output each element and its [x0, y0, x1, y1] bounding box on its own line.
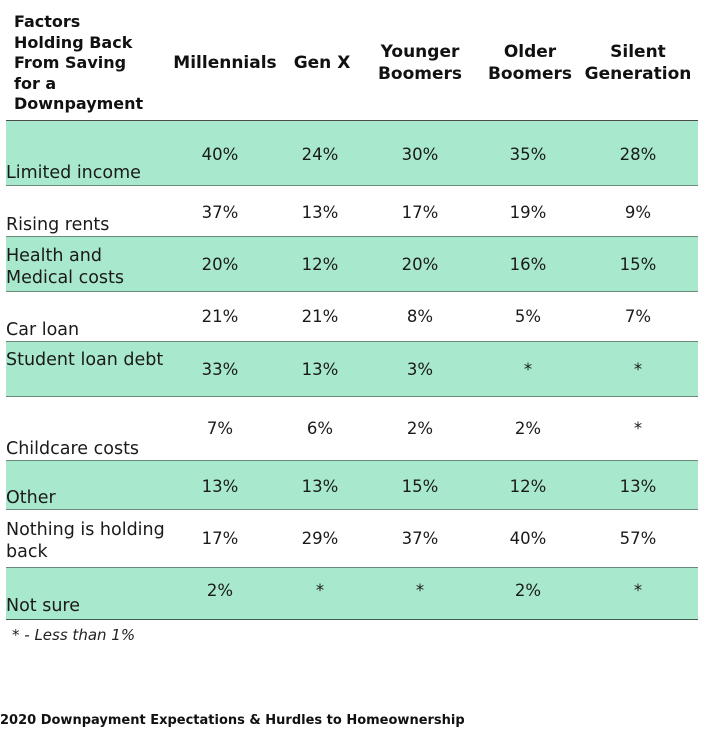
header-line: Gen X: [293, 53, 351, 73]
header-line: Older: [503, 42, 557, 62]
header-factors-line: Factors: [14, 12, 81, 31]
cell-value: 20%: [401, 255, 439, 274]
cell-value: 40%: [509, 529, 547, 548]
cell-value: 33%: [201, 360, 239, 379]
cell-value: 21%: [201, 307, 239, 326]
cell-value: 16%: [509, 255, 547, 274]
row-label: Nothing is holding back: [6, 520, 165, 562]
cell-value: 40%: [201, 145, 239, 164]
table-row: Health and Medical costs 20% 12% 20% 16%…: [6, 237, 698, 292]
row-label: Rising rents: [6, 215, 110, 235]
header-younger-boomers: Younger Boomers: [370, 41, 470, 85]
row-label: Car loan: [6, 320, 80, 340]
cell-value: 2%: [514, 581, 542, 600]
cell-value: 7%: [206, 419, 234, 438]
factors-table: Factors Holding Back From Saving for a D…: [6, 8, 698, 620]
table-row: Childcare costs 7% 6% 2% 2% *: [6, 397, 698, 461]
cell-value: 13%: [619, 477, 657, 496]
report-title: 2020 Downpayment Expectations & Hurdles …: [0, 713, 465, 728]
row-label: Limited income: [6, 163, 141, 183]
header-line: Millennials: [173, 53, 277, 73]
table-row: Student loan debt 33% 13% 3% * *: [6, 342, 698, 397]
header-older-boomers: Older Boomers: [480, 41, 580, 85]
cell-value: 29%: [301, 529, 339, 548]
header-factors: Factors Holding Back From Saving for a D…: [14, 12, 164, 115]
row-label: Childcare costs: [6, 439, 140, 459]
cell-value: 24%: [301, 145, 339, 164]
cell-value: 35%: [509, 145, 547, 164]
cell-value: 30%: [401, 145, 439, 164]
row-label: Not sure: [6, 596, 81, 616]
cell-value: 20%: [201, 255, 239, 274]
cell-value: 19%: [509, 203, 547, 222]
cell-value: 7%: [624, 307, 652, 326]
header-line: Boomers: [487, 64, 573, 84]
cell-value: 12%: [301, 255, 339, 274]
table-row: Other 13% 13% 15% 12% 13%: [6, 461, 698, 510]
cell-value: 17%: [201, 529, 239, 548]
cell-value: 5%: [514, 307, 542, 326]
cell-value: 13%: [301, 203, 339, 222]
cell-value: *: [633, 360, 643, 379]
table-row: Rising rents 37% 13% 17% 19% 9%: [6, 186, 698, 237]
cell-value: 2%: [406, 419, 434, 438]
cell-value: *: [415, 581, 425, 600]
header-silent-generation: Silent Generation: [583, 41, 693, 85]
header-factors-line: Holding Back: [14, 32, 133, 52]
cell-value: 3%: [406, 360, 434, 379]
row-label: Student loan debt: [6, 350, 164, 370]
header-millennials: Millennials: [166, 52, 284, 74]
table-header: Factors Holding Back From Saving for a D…: [6, 8, 698, 121]
table-row: Nothing is holding back 17% 29% 37% 40% …: [6, 510, 698, 568]
cell-value: 37%: [401, 529, 439, 548]
cell-value: *: [523, 360, 533, 379]
cell-value: *: [633, 581, 643, 600]
cell-value: 2%: [206, 581, 234, 600]
cell-value: 28%: [619, 145, 657, 164]
cell-value: *: [315, 581, 325, 600]
header-line: Silent: [610, 42, 666, 62]
cell-value: 17%: [401, 203, 439, 222]
cell-value: 37%: [201, 203, 239, 222]
header-factors-line: for a: [14, 73, 57, 93]
cell-value: *: [633, 419, 643, 438]
cell-value: 8%: [406, 307, 434, 326]
row-label: Other: [6, 488, 56, 508]
header-line: Younger: [380, 42, 460, 62]
header-line: Boomers: [377, 64, 463, 84]
cell-value: 12%: [509, 477, 547, 496]
cell-value: 21%: [301, 307, 339, 326]
row-label: Health and Medical costs: [6, 246, 125, 288]
table-row: Not sure 2% * * 2% *: [6, 568, 698, 620]
table-row: Limited income 40% 24% 30% 35% 28%: [6, 121, 698, 186]
cell-value: 9%: [624, 203, 652, 222]
cell-value: 13%: [301, 477, 339, 496]
header-line: Generation: [584, 64, 692, 84]
cell-value: 15%: [619, 255, 657, 274]
table-row: Car loan 21% 21% 8% 5% 7%: [6, 292, 698, 342]
cell-value: 13%: [201, 477, 239, 496]
footnote: * - Less than 1%: [12, 626, 136, 644]
header-factors-line: Downpayment: [14, 94, 144, 113]
cell-value: 13%: [301, 360, 339, 379]
cell-value: 2%: [514, 419, 542, 438]
header-factors-line: From Saving: [14, 53, 127, 72]
cell-value: 15%: [401, 477, 439, 496]
cell-value: 57%: [619, 529, 657, 548]
header-gen-x: Gen X: [286, 52, 358, 74]
cell-value: 6%: [306, 419, 334, 438]
